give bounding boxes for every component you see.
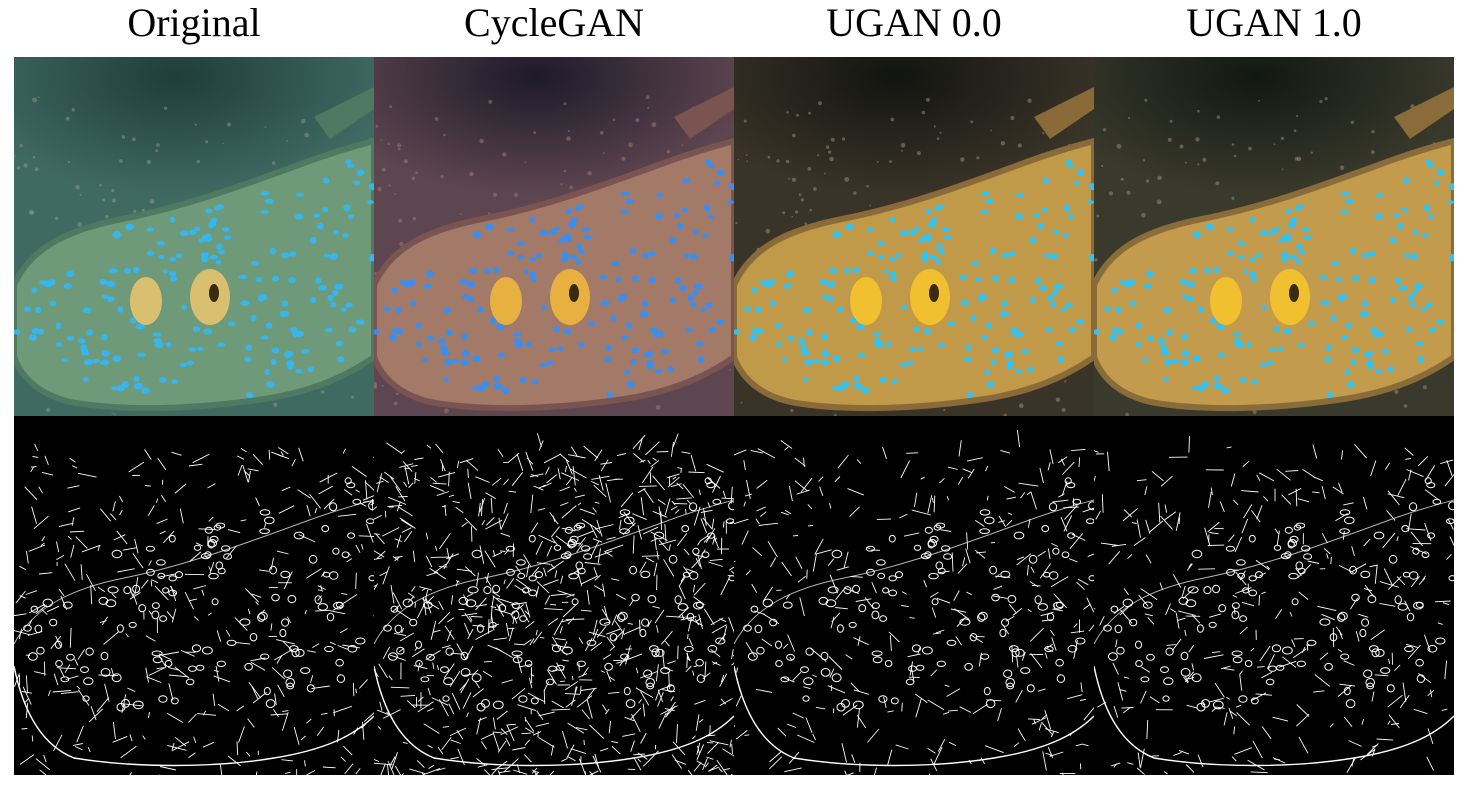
- edges-ugan-1-0: [1094, 416, 1454, 775]
- title-cyclegan: CycleGAN: [464, 0, 644, 45]
- title-original: Original: [127, 0, 261, 45]
- photo-original: [14, 57, 374, 416]
- comparison-grid: [14, 57, 1454, 775]
- photo-ugan-1-0: [1094, 57, 1454, 416]
- photo-ugan-0-0: [734, 57, 1094, 416]
- stingray-photo-cyclegan: [374, 57, 734, 416]
- stingray-photo-ugan-1-0: [1094, 57, 1454, 416]
- stingray-photo-ugan-0-0: [734, 57, 1094, 416]
- column-titles: Original CycleGAN UGAN 0.0 UGAN 1.0: [14, 0, 1454, 56]
- edge-map-original: [14, 416, 374, 775]
- title-ugan-1-0: UGAN 1.0: [1186, 0, 1362, 45]
- photo-cyclegan: [374, 57, 734, 416]
- edge-map-cyclegan: [374, 416, 734, 775]
- edges-original: [14, 416, 374, 775]
- edges-cyclegan: [374, 416, 734, 775]
- title-ugan-0-0: UGAN 0.0: [826, 0, 1002, 45]
- edges-ugan-0-0: [734, 416, 1094, 775]
- edge-map-ugan-1-0: [1094, 416, 1454, 775]
- edge-map-ugan-0-0: [734, 416, 1094, 775]
- stingray-photo-original: [14, 57, 374, 416]
